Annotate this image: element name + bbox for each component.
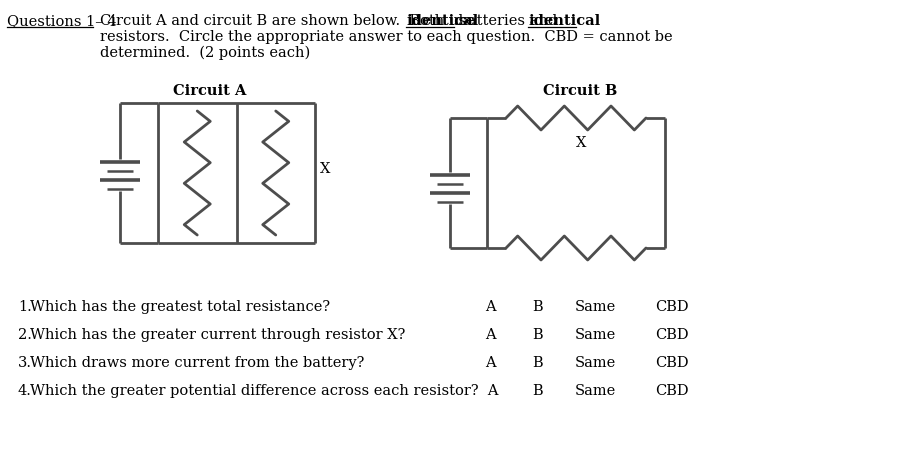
Text: 3.: 3.	[18, 356, 32, 370]
Text: Which draws more current from the battery?: Which draws more current from the batter…	[30, 356, 364, 370]
Text: batteries and: batteries and	[454, 14, 562, 28]
Text: X: X	[320, 162, 330, 176]
Text: Circuit A and circuit B are shown below.  Both use: Circuit A and circuit B are shown below.…	[100, 14, 479, 28]
Text: B: B	[533, 328, 543, 342]
Text: CBD: CBD	[655, 300, 689, 314]
Text: Same: Same	[575, 384, 616, 398]
Text: identical: identical	[528, 14, 600, 28]
Text: 4.: 4.	[18, 384, 32, 398]
Text: B: B	[533, 356, 543, 370]
Text: B: B	[533, 300, 543, 314]
Text: resistors.  Circle the appropriate answer to each question.  CBD = cannot be: resistors. Circle the appropriate answer…	[100, 30, 673, 44]
Text: Questions 1– 4: Questions 1– 4	[7, 14, 116, 28]
Text: A: A	[484, 328, 495, 342]
Text: identical: identical	[406, 14, 478, 28]
Text: Circuit A: Circuit A	[173, 84, 246, 98]
Text: Same: Same	[575, 328, 616, 342]
Text: Which has the greater current through resistor X?: Which has the greater current through re…	[30, 328, 405, 342]
Text: Which the greater potential difference across each resistor?  A: Which the greater potential difference a…	[30, 384, 499, 398]
Text: B: B	[533, 384, 543, 398]
Text: 1.: 1.	[18, 300, 32, 314]
Text: Which has the greatest total resistance?: Which has the greatest total resistance?	[30, 300, 330, 314]
Text: Same: Same	[575, 356, 616, 370]
Text: A: A	[484, 356, 495, 370]
Text: CBD: CBD	[655, 328, 689, 342]
Text: Circuit B: Circuit B	[543, 84, 617, 98]
Text: A: A	[484, 300, 495, 314]
Text: X: X	[575, 136, 586, 150]
Text: determined.  (2 points each): determined. (2 points each)	[100, 46, 310, 60]
Text: CBD: CBD	[655, 384, 689, 398]
Text: Same: Same	[575, 300, 616, 314]
Text: 2.: 2.	[18, 328, 32, 342]
Text: CBD: CBD	[655, 356, 689, 370]
